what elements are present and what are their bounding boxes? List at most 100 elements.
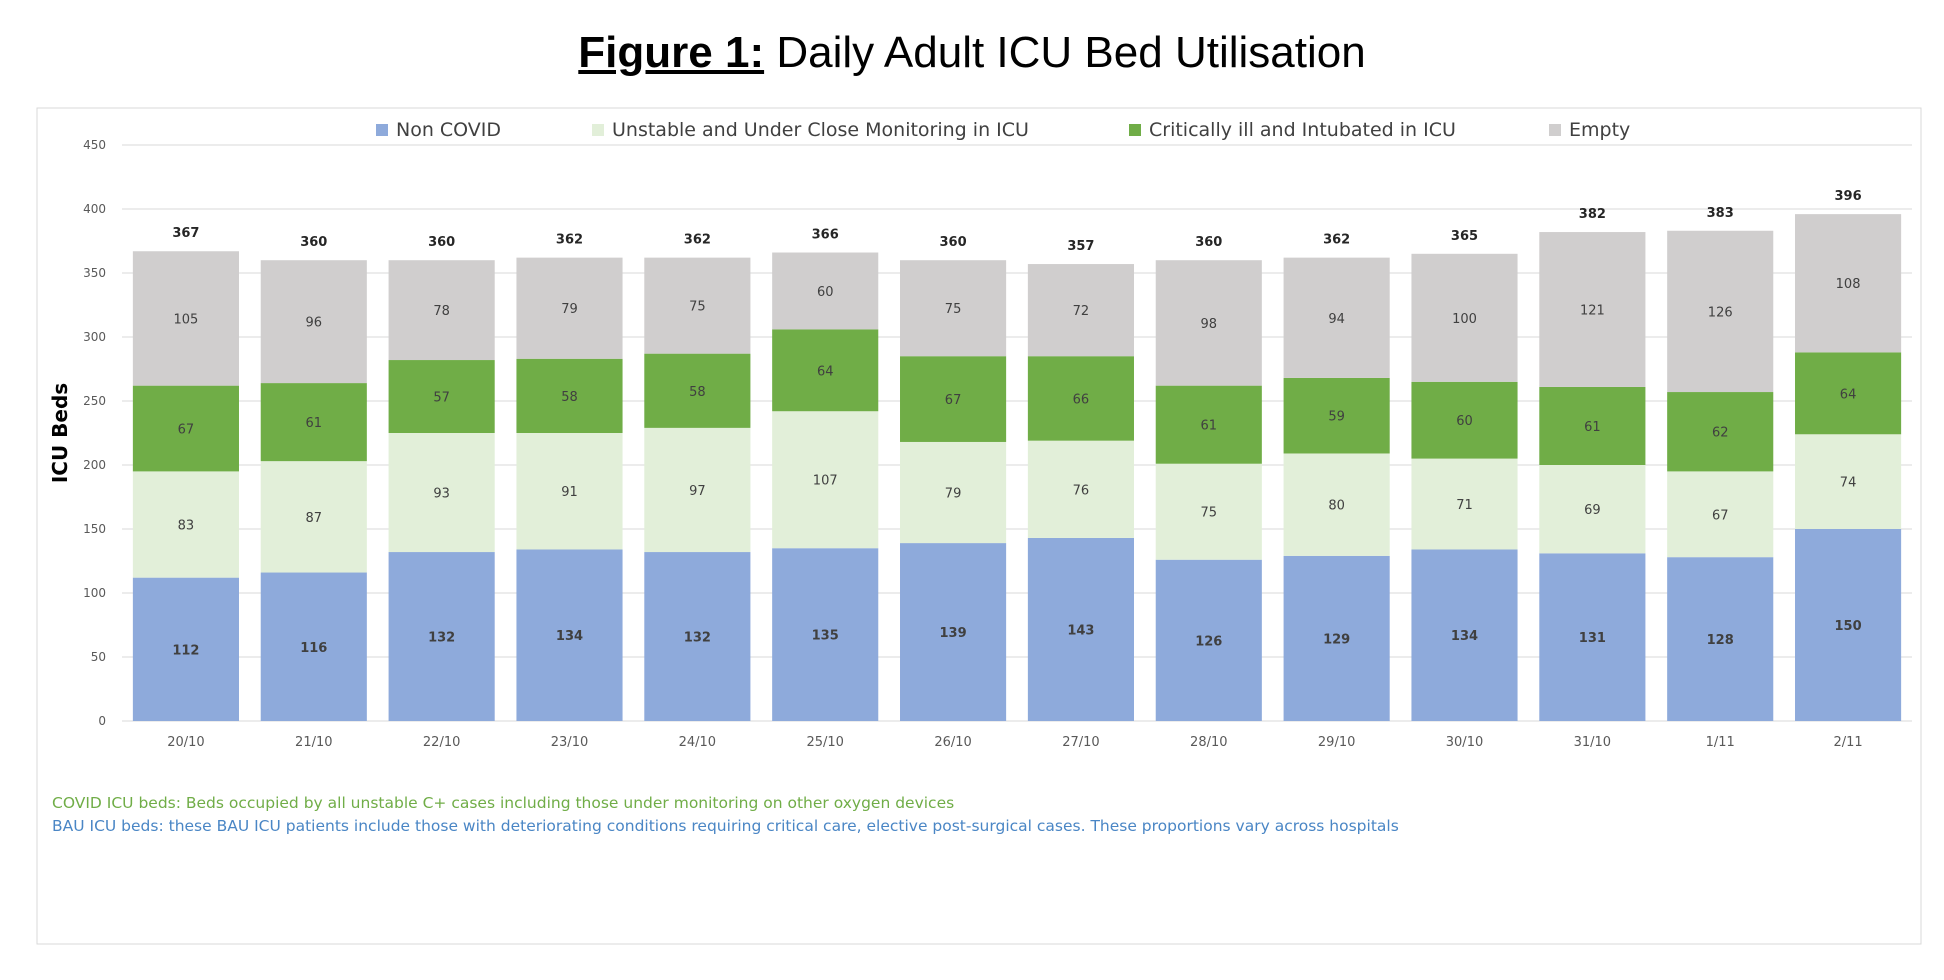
covid-beds-note: COVID ICU beds: Beds occupied by all uns… [52, 794, 955, 812]
data-label: 98 [1201, 317, 1218, 332]
bar-segment [1155, 559, 1262, 721]
data-label: 76 [1073, 483, 1090, 498]
bar-segment [772, 548, 879, 721]
total-label: 367 [172, 226, 199, 241]
bar-segment [1667, 392, 1774, 472]
x-tick-label: 26/10 [934, 735, 971, 750]
figure-title-text: Daily Adult ICU Bed Utilisation [764, 28, 1366, 77]
total-label: 360 [428, 235, 455, 250]
data-label: 91 [561, 485, 578, 500]
bar-segment [1667, 557, 1774, 721]
x-tick-label: 27/10 [1062, 735, 1099, 750]
data-label: 61 [306, 416, 323, 431]
data-label: 57 [433, 391, 450, 406]
data-label: 71 [1456, 498, 1473, 513]
bar-segment [644, 257, 751, 354]
data-label: 134 [556, 629, 583, 644]
data-label: 87 [306, 511, 323, 526]
bar-segment [1539, 386, 1646, 465]
total-label: 396 [1835, 189, 1862, 204]
bar-segment [772, 411, 879, 549]
bar-segment [1027, 537, 1134, 721]
bar-segment [516, 433, 623, 550]
x-tick-label: 1/11 [1706, 735, 1735, 750]
data-label: 59 [1328, 410, 1345, 425]
data-label: 69 [1584, 503, 1601, 518]
data-label: 61 [1201, 419, 1218, 434]
bar-segment [1667, 230, 1774, 393]
bar-segment [388, 360, 495, 433]
bar-segment [644, 552, 751, 721]
bar-segment [1795, 214, 1902, 353]
bar-segment [1539, 465, 1646, 554]
y-tick-label: 400 [83, 202, 106, 216]
bar-segment [260, 260, 367, 384]
bar-segment [1411, 458, 1518, 550]
data-label: 128 [1707, 633, 1734, 648]
legend-swatch [592, 124, 604, 136]
total-label: 365 [1451, 229, 1478, 244]
x-tick-label: 30/10 [1446, 735, 1483, 750]
x-tick-label: 29/10 [1318, 735, 1355, 750]
bar-segment [1667, 471, 1774, 558]
data-label: 126 [1708, 305, 1733, 320]
y-tick-label: 100 [83, 586, 106, 600]
y-tick-label: 350 [83, 266, 106, 280]
bar-segment [1795, 529, 1902, 721]
bar-segment [260, 383, 367, 462]
data-label: 60 [1456, 414, 1473, 429]
data-label: 75 [1201, 506, 1218, 521]
total-label: 357 [1067, 239, 1094, 254]
bar-segment [900, 260, 1007, 357]
data-label: 132 [684, 631, 711, 646]
bar-segment [260, 461, 367, 573]
bar-segment [388, 433, 495, 553]
bar-segment [1027, 356, 1134, 441]
data-label: 72 [1073, 304, 1090, 319]
legend-label: Critically ill and Intubated in ICU [1149, 119, 1456, 141]
x-tick-label: 28/10 [1190, 735, 1227, 750]
data-label: 112 [172, 643, 199, 658]
bar-segment [1539, 553, 1646, 721]
bar-segment [132, 385, 239, 472]
data-label: 67 [178, 423, 195, 438]
bar-segment [1283, 453, 1390, 556]
bar-segment [1411, 253, 1518, 382]
total-label: 360 [940, 235, 967, 250]
chart-frame [36, 107, 1922, 945]
legend-swatch [376, 124, 388, 136]
data-label: 74 [1840, 476, 1857, 491]
legend-label: Unstable and Under Close Monitoring in I… [612, 119, 1029, 141]
y-tick-label: 200 [83, 458, 106, 472]
bar-segment [900, 543, 1007, 721]
bar-segment [516, 358, 623, 433]
total-label: 362 [556, 233, 583, 248]
bar-segment [1283, 377, 1390, 454]
data-label: 58 [561, 390, 578, 405]
data-label: 105 [174, 312, 199, 327]
data-label: 93 [433, 487, 450, 502]
x-tick-label: 21/10 [295, 735, 332, 750]
x-tick-label: 25/10 [806, 735, 843, 750]
bar-segment [900, 441, 1007, 544]
total-label: 382 [1579, 207, 1606, 222]
legend-swatch [1549, 124, 1561, 136]
data-label: 58 [689, 385, 706, 400]
bar-segment [1283, 555, 1390, 721]
total-label: 362 [684, 233, 711, 248]
bar-segment [1795, 434, 1902, 529]
data-label: 75 [945, 302, 962, 317]
data-label: 61 [1584, 420, 1601, 435]
data-label: 107 [813, 474, 838, 489]
bar-segment [132, 251, 239, 386]
x-tick-label: 24/10 [679, 735, 716, 750]
data-label: 79 [561, 302, 578, 317]
data-label: 83 [178, 519, 195, 534]
bar-segment [132, 577, 239, 721]
data-label: 121 [1580, 303, 1605, 318]
bar-segment [1795, 352, 1902, 435]
legend-label: Empty [1569, 119, 1630, 141]
data-label: 64 [817, 364, 834, 379]
bar-segment [1155, 385, 1262, 464]
